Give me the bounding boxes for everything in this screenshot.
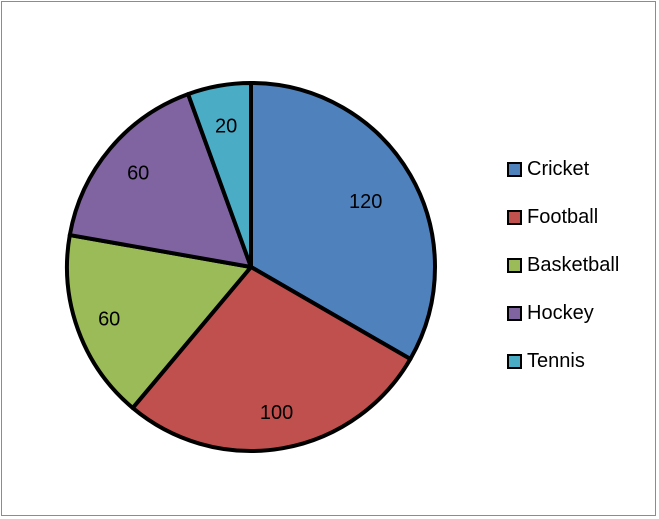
pie-slice-hockey	[67, 92, 253, 269]
legend-swatch-hockey	[507, 305, 522, 321]
pie-slice-football	[130, 265, 413, 453]
legend-label-football: Football	[527, 205, 599, 228]
legend-label-cricket: Cricket	[527, 157, 590, 180]
legend-item-cricket: Cricket	[507, 157, 657, 181]
data-label-hockey: 60	[127, 162, 149, 184]
data-labels: 120 100 60 60 20	[98, 116, 382, 424]
legend-swatch-tennis	[507, 353, 522, 369]
pie-slice-tennis	[186, 81, 253, 269]
legend-item-football: Football	[507, 205, 657, 229]
legend-item-basketball: Basketball	[507, 253, 657, 277]
legend-swatch-basketball	[507, 257, 522, 273]
pie-slice-basketball	[65, 233, 253, 410]
data-label-cricket: 120	[349, 191, 382, 213]
legend-label-hockey: Hockey	[527, 301, 594, 324]
legend: Cricket Football Basketball Hockey Tennis	[507, 157, 657, 397]
slices	[65, 81, 437, 453]
legend-item-tennis: Tennis	[507, 349, 657, 373]
data-label-tennis: 20	[215, 116, 237, 138]
legend-label-basketball: Basketball	[527, 253, 620, 276]
legend-swatch-cricket	[507, 161, 522, 177]
legend-swatch-football	[507, 209, 522, 225]
legend-item-hockey: Hockey	[507, 301, 657, 325]
data-label-football: 100	[260, 402, 293, 424]
data-label-basketball: 60	[98, 309, 120, 331]
legend-label-tennis: Tennis	[527, 349, 585, 372]
pie-slice-cricket	[249, 81, 437, 361]
